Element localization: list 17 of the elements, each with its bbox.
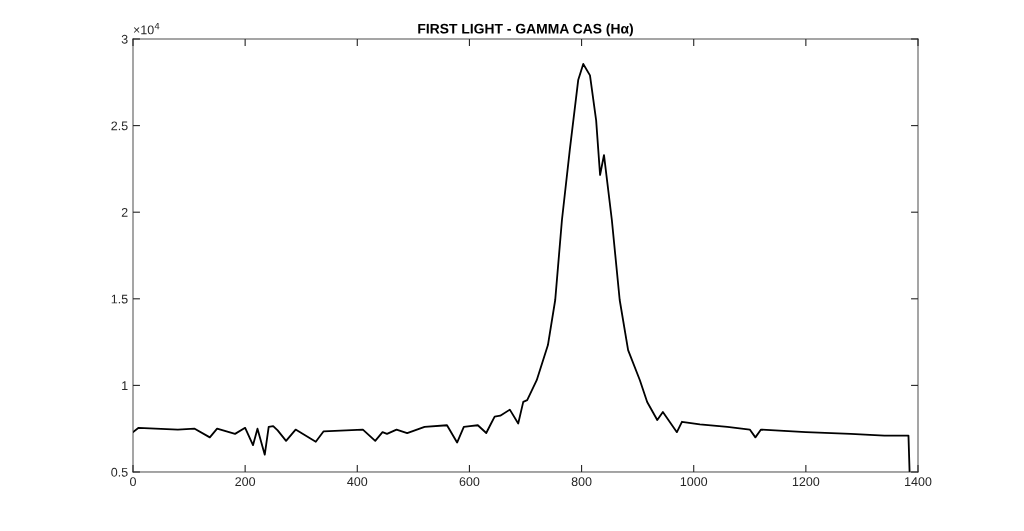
x-tick-label: 600 (459, 477, 480, 487)
text: ×10$^{4}$ (133, 22, 160, 35)
y-tick-label: 0.5 (111, 467, 128, 477)
chart-title: FIRST LIGHT - GAMMA CAS (Hα) (418, 23, 633, 37)
x-tick-label: 0 (130, 477, 136, 487)
x-tick-label: 1200 (792, 477, 820, 487)
y-tick-label: 2.5 (111, 121, 128, 131)
x-tick-label: 1000 (680, 477, 708, 487)
y-tick-label: 3 (121, 34, 128, 44)
x-tick-label: 200 (235, 477, 256, 487)
y-tick-label: 1.5 (111, 294, 128, 304)
x-tick-label: 800 (571, 477, 592, 487)
x-tick-label: 1400 (905, 477, 932, 487)
x-tick-label: 400 (347, 477, 368, 487)
y-tick-label: 1 (122, 381, 128, 390)
y-tick-label: 2 (121, 208, 128, 217)
line-series (133, 63, 911, 472)
